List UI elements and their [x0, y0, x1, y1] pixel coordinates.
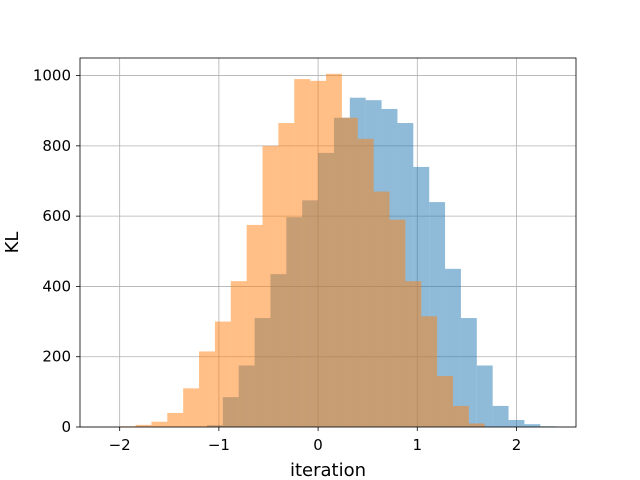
axis-ticks: −2 −1 0 1 2 0 200 400 600 800 1000: [33, 67, 521, 454]
histogram-bar-series-1: [476, 365, 493, 427]
x-tick-label: 0: [313, 436, 323, 454]
x-tick-label: 1: [413, 436, 423, 454]
y-tick-label: 400: [42, 277, 71, 295]
histogram-bar-series-2: [135, 424, 152, 427]
histogram-bar-series-1: [524, 424, 541, 427]
x-tick-label: −2: [109, 436, 131, 454]
histogram-bars: [119, 73, 557, 428]
histogram-bar-series-2: [326, 73, 342, 428]
histogram-bar-series-2: [310, 80, 327, 427]
histogram-bar-series-2: [199, 351, 215, 427]
histogram-bar-series-2: [405, 281, 422, 427]
histogram-bar-series-2: [294, 79, 311, 427]
histogram-bar-series-2: [341, 117, 358, 427]
histogram-bar-series-1: [492, 405, 509, 427]
histogram-bar-series-2: [373, 191, 390, 427]
histogram-bar-series-2: [262, 145, 279, 427]
histogram-bar-series-2: [167, 412, 184, 427]
histogram-bar-series-2: [278, 123, 295, 427]
y-tick-label: 0: [61, 418, 71, 436]
histogram-bar-series-2: [452, 405, 469, 427]
histogram-bar-series-2: [151, 421, 168, 427]
histogram-bar-series-2: [468, 423, 485, 427]
histogram-bar-series-2: [183, 388, 200, 427]
histogram-bar-series-2: [246, 224, 263, 427]
x-axis-label: iteration: [290, 460, 366, 480]
x-tick-label: −1: [208, 436, 230, 454]
histogram-bar-series-2: [230, 281, 247, 427]
x-tick-label: 2: [512, 436, 522, 454]
y-tick-label: 600: [42, 207, 71, 225]
histogram-bar-series-1: [460, 318, 477, 427]
y-tick-label: 200: [42, 348, 71, 366]
y-tick-label: 1000: [33, 67, 71, 85]
histogram-bar-series-2: [389, 219, 406, 427]
y-axis-label: KL: [2, 232, 23, 254]
histogram-bar-series-2: [357, 138, 374, 428]
histogram-bar-series-2: [437, 376, 453, 427]
plot-frame: [79, 57, 577, 428]
histogram-bar-series-2: [421, 316, 438, 427]
histogram-bar-series-1: [508, 419, 525, 427]
y-tick-label: 800: [42, 137, 71, 155]
histogram-bar-series-2: [214, 321, 231, 427]
